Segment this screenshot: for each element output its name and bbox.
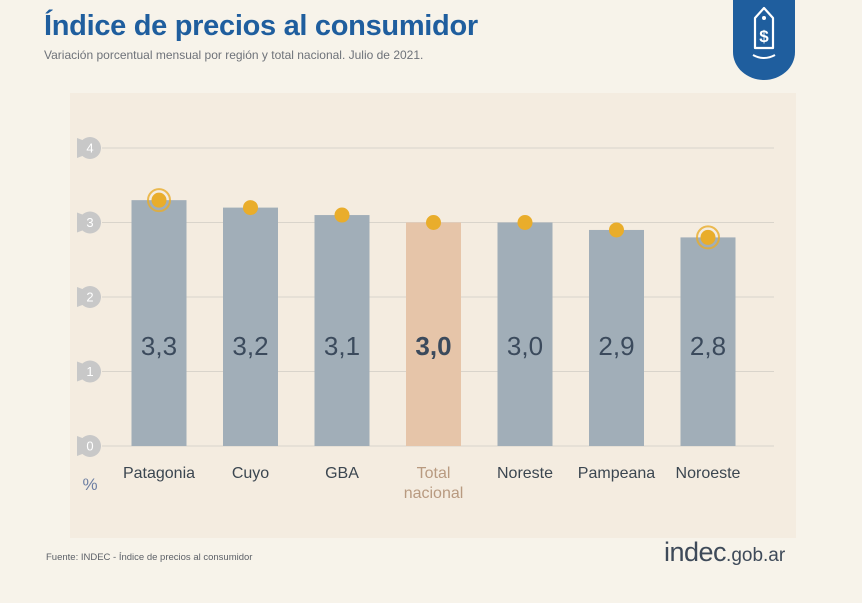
category-label: Noreste [497, 465, 553, 482]
dot-marker [700, 229, 716, 245]
ring-marker [147, 188, 171, 213]
bar [497, 222, 553, 446]
ytick-bubble [79, 286, 101, 308]
ytick-label: 2 [86, 290, 93, 305]
ytick-label: 1 [86, 364, 93, 379]
logo-suffix: .gob.ar [726, 545, 786, 566]
ytick-bubble [79, 360, 101, 383]
ytick-label: 4 [86, 141, 93, 156]
y-axis-label: % [82, 475, 97, 494]
logo-main: indec [664, 537, 727, 567]
ytick-bubble [79, 435, 101, 457]
dot-marker [334, 207, 350, 223]
ytick-label: 0 [86, 439, 93, 454]
bar [680, 237, 736, 446]
category-label: Total [417, 465, 451, 482]
dot-marker [151, 192, 167, 208]
ytick-label: 3 [86, 215, 93, 230]
category-label: Pampeana [578, 465, 655, 482]
data-label: 3,0 [415, 331, 451, 361]
bar [131, 200, 187, 446]
chart-title: Índice de precios al consumidor [44, 10, 478, 42]
indec-logo: indec.gob.ar [664, 537, 785, 568]
chart-panel: 0 1 2 3 4% 3,3 Patagonia 3,2 Cuyo 3,1 GBA 3,0 Total n… [70, 93, 796, 538]
category-label: Patagonia [123, 465, 195, 482]
ring-marker [696, 225, 720, 250]
data-label: 2,8 [690, 331, 726, 361]
bar [314, 215, 370, 446]
ytick-bubble [79, 211, 101, 234]
data-label: 2,9 [598, 331, 634, 361]
bar [406, 222, 461, 446]
category-label: Noroeste [676, 465, 741, 482]
dot-marker [609, 222, 624, 238]
dot-marker [243, 200, 258, 216]
bar [223, 207, 278, 446]
svg-text:$: $ [759, 27, 769, 46]
chart-subtitle: Variación porcentual mensual por región … [44, 48, 424, 62]
bar-chart: 0 1 2 3 4% 3,3 Patagonia 3,2 Cuyo 3,1 GBA 3,0 Total n… [77, 137, 774, 502]
data-label: 3,3 [141, 331, 177, 361]
data-label: 3,2 [232, 331, 268, 361]
data-label: 3,0 [507, 331, 543, 361]
bar [589, 229, 644, 446]
dot-marker [426, 215, 441, 230]
category-label: GBA [325, 465, 359, 482]
price-tag-dollar-icon: $ [733, 0, 795, 80]
category-label: Cuyo [232, 465, 269, 482]
source-note: Fuente: INDEC - Índice de precios al con… [46, 552, 253, 563]
dot-marker [517, 215, 533, 230]
ytick-bubble [79, 137, 101, 159]
data-label: 3,1 [324, 331, 360, 361]
category-label: nacional [404, 485, 464, 502]
